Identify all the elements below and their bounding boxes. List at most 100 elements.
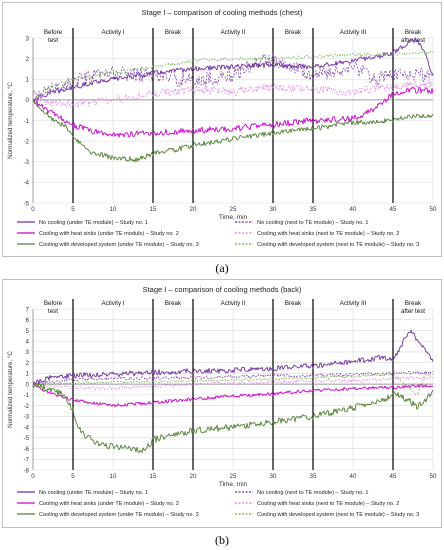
y-axis-label: Normalized temperature, °C [7,82,14,159]
y-tick-label: -2 [23,138,29,145]
legend-label: No cooling (under TE module) – Study no.… [39,220,148,226]
c0-series-line-6 [32,50,434,101]
x-tick-label: 40 [350,473,357,480]
phase-label: Activity I [101,300,124,307]
y-tick-label: 3 [26,35,30,42]
y-tick-label: -5 [23,435,29,442]
x-tick-label: 25 [230,206,237,213]
chart-back: Stage I – comparison of cooling methods … [7,285,437,518]
x-tick-label: 10 [110,473,117,480]
y-tick-label: -3 [23,414,29,421]
x-tick-label: 45 [390,473,397,480]
x-tick-label: 5 [71,206,75,213]
x-tick-label: 15 [150,206,157,213]
x-tick-label: 0 [31,473,35,480]
y-tick-label: -1 [23,118,29,125]
legend-label: Cooling with heat sinks (next to TE modu… [257,231,399,237]
x-axis-label: Time, min [219,481,248,488]
y-tick-label: -3 [23,159,29,166]
panel-label-b: (b) [215,533,229,547]
y-tick-label: 2 [26,360,30,367]
gridlines [32,308,434,471]
x-tick-label: 20 [190,473,197,480]
x-tick-label: 35 [310,473,317,480]
legend: No cooling (under TE module) – Study no.… [17,490,419,518]
y-tick-label: -4 [23,424,29,431]
legend-label: No cooling (next to TE module) – Study n… [257,220,369,226]
legend-label: Cooling with developed system (under TE … [39,242,199,248]
y-tick-label: 6 [26,317,30,324]
c0-series-line-2 [32,52,434,102]
y-tick-label: 2 [26,56,30,63]
chart-panel-back: Stage I – comparison of cooling methods … [2,279,442,528]
c0-series-line-5 [32,98,434,163]
y-tick-label: 7 [26,306,30,313]
y-tick-label: -8 [23,467,29,474]
y-tick-label: -1 [23,392,29,399]
c1-series-line-5 [32,382,434,454]
legend-label: Cooling with heat sinks (under TE module… [39,501,179,507]
y-tick-label: 1 [26,371,30,378]
chart-chest: Stage I – comparison of cooling methods … [7,8,437,248]
legend-label: No cooling (next to TE module) – Study n… [257,490,369,496]
x-tick-label: 10 [110,206,117,213]
y-tick-label: 0 [26,381,30,388]
panel-label-a: (a) [215,261,229,275]
y-tick-label: 0 [26,97,30,104]
c1-series-line-6 [32,372,434,396]
legend-label: No cooling (under TE module) – Study no.… [39,490,148,496]
x-tick-label: 45 [390,206,397,213]
phase-label: Activity I [101,29,124,36]
c0-series-line-3 [32,86,434,138]
phase-label: Break [285,300,302,307]
legend-label: Cooling with heat sinks (under TE module… [39,231,179,237]
c1-series-line-2 [32,370,434,386]
legend-label: Cooling with developed system (under TE … [39,512,199,518]
phase-label: Break after test [401,29,425,44]
phase-label: Break after test [401,300,425,315]
x-tick-label: 0 [31,206,35,213]
c1-series-line-1 [32,329,434,387]
y-tick-label: -7 [23,457,29,464]
c0-series-line-4 [32,79,434,108]
phase-label: Break [165,29,182,36]
y-tick-label: -2 [23,403,29,410]
phase-label: Break [165,300,182,307]
chart-title: Stage I – comparison of cooling methods … [142,8,303,17]
phase-label: Before test [44,300,63,315]
x-axis-label: Time, min [219,214,248,221]
phase-label: Activity II [221,29,246,36]
y-tick-label: 3 [26,349,30,356]
x-tick-label: 20 [190,206,197,213]
y-tick-label: -6 [23,446,29,453]
x-tick-label: 5 [71,473,75,480]
legend-label: Cooling with heat sinks (next to TE modu… [257,501,399,507]
x-tick-label: 50 [430,206,437,213]
y-tick-label: 4 [26,339,30,346]
chart-title: Stage I – comparison of cooling methods … [143,285,302,294]
y-axis-label: Normalized temperature, °C [7,351,14,428]
c0-series-line-1 [32,37,434,102]
y-tick-label: -4 [23,180,29,187]
phase-label: Activity II [221,300,246,307]
c1-series-line-3 [32,383,433,408]
legend-label: Cooling with developed system (next to T… [257,242,419,248]
x-tick-label: 35 [310,206,317,213]
x-tick-label: 30 [270,206,277,213]
legend: No cooling (under TE module) – Study no.… [17,220,419,248]
y-tick-label: 5 [26,328,30,335]
legend-label: Cooling with developed system (next to T… [257,512,419,518]
y-tick-label: 1 [26,77,30,84]
chart-panel-chest: Stage I – comparison of cooling methods … [2,2,442,257]
x-tick-label: 25 [230,473,237,480]
phase-label: Activity III [340,300,367,307]
phase-label: Before test [44,29,63,44]
c1-series-line-4 [32,376,434,391]
x-tick-label: 15 [150,473,157,480]
x-tick-label: 50 [430,473,437,480]
phase-label: Activity III [340,29,367,36]
y-tick-label: -5 [23,200,29,207]
x-tick-label: 40 [350,206,357,213]
x-tick-label: 30 [270,473,277,480]
phase-label: Break [285,29,302,36]
